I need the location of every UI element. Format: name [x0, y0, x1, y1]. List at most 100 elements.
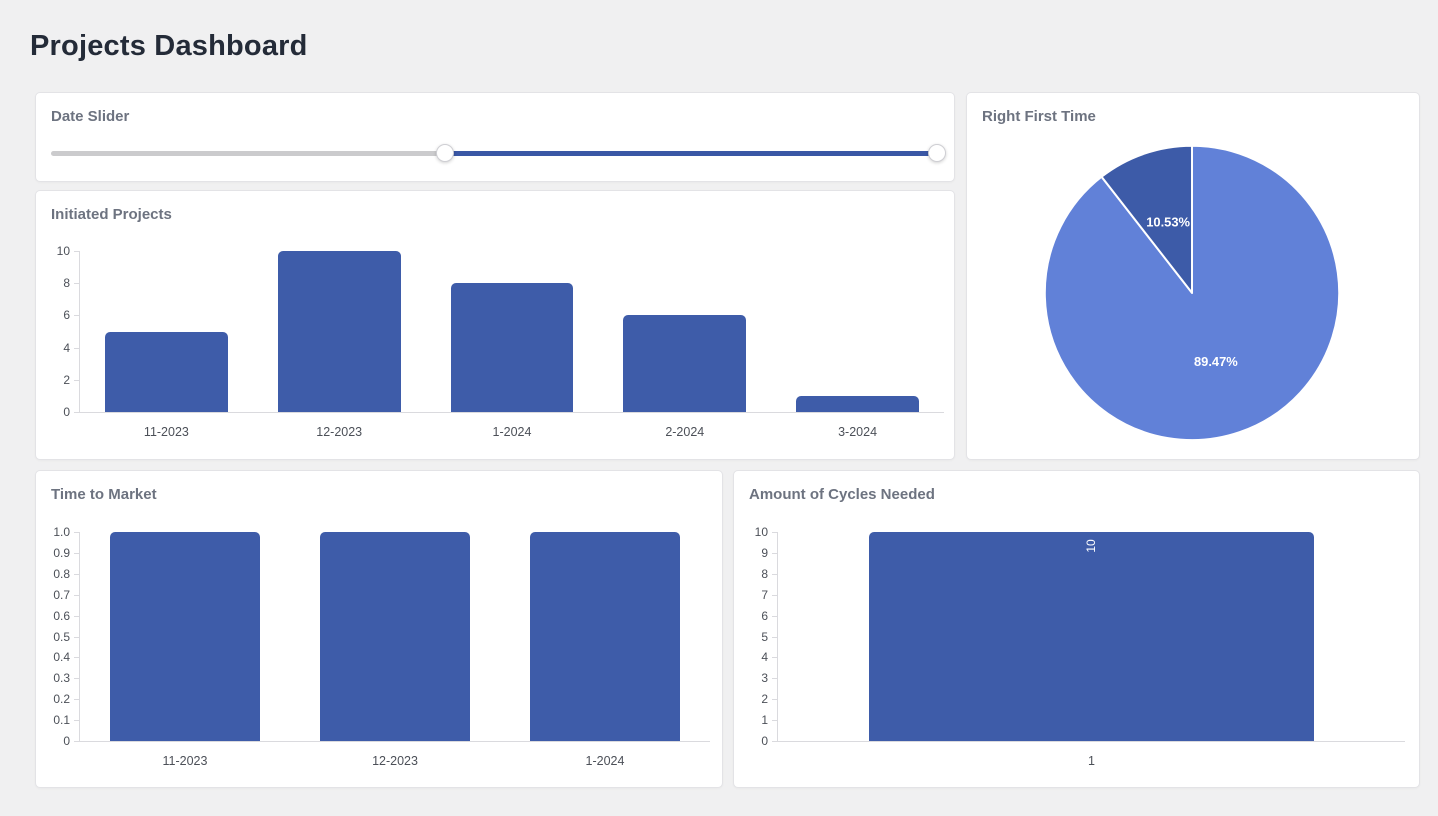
pie-slice-label: 10.53%	[1146, 215, 1190, 230]
plot-area: 0 0.1 0.2 0.3 0.4 0.5 0.6 0.7 0.8 0.9 1.0 11-2023 12…	[53, 525, 710, 768]
y-tick-label: 0.6	[53, 608, 70, 623]
y-tick-label: 0	[63, 405, 70, 419]
y-tick-label: 6	[761, 608, 768, 623]
y-tick-label: 6	[63, 308, 70, 323]
slider-handle-end[interactable]	[928, 144, 947, 162]
y-tick-mark	[74, 741, 80, 742]
x-axis-label: 1	[1088, 754, 1095, 768]
y-tick-mark	[772, 615, 778, 617]
y-tick-label: 0.9	[53, 545, 70, 560]
bar-1-2024[interactable]	[450, 283, 574, 412]
y-tick-mark	[772, 552, 778, 554]
plot-area: 0 1 2 3 4 5 6 7 8 9 10 10 1	[755, 525, 1405, 768]
date-range-slider[interactable]	[51, 144, 947, 162]
y-tick-label: 0.2	[53, 692, 70, 707]
cycles-needed-chart: 0 1 2 3 4 5 6 7 8 9 10 10 1	[734, 471, 1419, 787]
y-tick-mark	[74, 552, 80, 554]
y-tick-label: 0.1	[53, 713, 70, 728]
bar-3-2024[interactable]	[796, 395, 919, 412]
bottom-section: Time to Market 0 0.1 0.2 0.3 0.4 0.5 0.6 0.7 0.8…	[35, 470, 1420, 788]
y-tick-mark	[772, 594, 778, 596]
y-tick-mark	[74, 412, 80, 413]
initiated-projects-panel: Initiated Projects 0 2 4 6 8 10 11-2023 12-2023…	[35, 190, 955, 460]
y-tick-label: 5	[761, 629, 768, 644]
y-tick-mark	[74, 379, 80, 381]
y-tick-label: 8	[63, 276, 70, 291]
slider-selected-range[interactable]	[445, 151, 938, 156]
time-to-market-chart: 0 0.1 0.2 0.3 0.4 0.5 0.6 0.7 0.8 0.9 1.0 11-2023 12…	[36, 471, 722, 787]
y-tick-mark	[74, 315, 80, 317]
y-tick-mark	[772, 720, 778, 722]
dashboard-page: Projects Dashboard Date Slider Initiated…	[30, 26, 1420, 788]
right-first-time-title: Right First Time	[982, 108, 1096, 125]
y-tick-label: 10	[754, 525, 768, 539]
y-tick-mark	[74, 636, 80, 638]
right-first-time-panel: Right First Time 89.47% 10.53%	[966, 92, 1420, 460]
initiated-projects-title: Initiated Projects	[51, 206, 172, 223]
bar-11-2023[interactable]	[105, 331, 228, 412]
y-tick-label: 0	[63, 734, 70, 748]
y-tick-mark	[772, 532, 778, 533]
page-title: Projects Dashboard	[30, 30, 308, 62]
right-first-time-pie-chart: 89.47% 10.53%	[1043, 144, 1341, 442]
bar-11-2023[interactable]	[110, 532, 260, 741]
y-tick-mark	[74, 532, 80, 533]
x-axis-label: 12-2023	[372, 754, 418, 768]
y-tick-mark	[74, 615, 80, 617]
x-axis-label: 12-2023	[316, 425, 363, 439]
x-axis-label: 2-2024	[665, 425, 705, 439]
y-tick-mark	[74, 251, 80, 252]
slider-handle-start[interactable]	[436, 144, 455, 162]
date-slider-title: Date Slider	[51, 108, 130, 125]
y-tick-mark	[74, 678, 80, 680]
y-tick-label: 2	[761, 692, 768, 707]
pie-slice-label: 89.47%	[1194, 354, 1238, 369]
y-tick-label: 0.4	[53, 650, 70, 665]
y-tick-mark	[74, 657, 80, 659]
y-tick-mark	[772, 636, 778, 638]
y-tick-mark	[74, 720, 80, 722]
bar-value-label: 10	[1084, 539, 1099, 553]
cycles-needed-title: Amount of Cycles Needed	[749, 486, 935, 503]
bar-12-2023[interactable]	[277, 251, 401, 412]
y-tick-label: 10	[56, 244, 70, 258]
bar-12-2023[interactable]	[320, 532, 470, 741]
y-tick-mark	[74, 699, 80, 701]
left-column: Date Slider Initiated Projects 0 2 4 6 8 10 11…	[35, 92, 955, 460]
y-tick-label: 9	[761, 545, 768, 560]
y-tick-label: 4	[63, 340, 70, 355]
y-tick-mark	[74, 283, 80, 285]
y-tick-label: 2	[63, 372, 70, 387]
bar-1-2024[interactable]	[530, 532, 680, 741]
bar-1[interactable]: 10	[868, 532, 1315, 741]
y-tick-label: 1	[761, 713, 768, 728]
y-tick-label: 0.3	[53, 671, 70, 686]
initiated-projects-chart: 0 2 4 6 8 10 11-2023 12-2023 1-2024 2-2024 3-2024	[36, 191, 954, 459]
time-to-market-title: Time to Market	[51, 486, 157, 503]
bar-2-2024[interactable]	[623, 315, 747, 412]
date-slider-panel: Date Slider	[35, 92, 955, 182]
y-tick-mark	[772, 741, 778, 742]
y-tick-mark	[772, 573, 778, 575]
y-tick-label: 0	[761, 734, 768, 748]
y-tick-label: 4	[761, 650, 768, 665]
time-to-market-panel: Time to Market 0 0.1 0.2 0.3 0.4 0.5 0.6 0.7 0.8…	[35, 470, 723, 788]
y-tick-mark	[772, 678, 778, 680]
y-tick-label: 0.7	[53, 587, 70, 602]
y-tick-mark	[772, 699, 778, 701]
y-tick-mark	[74, 347, 80, 349]
y-tick-label: 0.8	[53, 566, 70, 581]
plot-area: 0 2 4 6 8 10 11-2023 12-2023 1-2024 2-2024 3-2024	[57, 244, 944, 439]
y-tick-mark	[74, 573, 80, 575]
x-axis-label: 1-2024	[585, 754, 625, 768]
x-axis-label: 3-2024	[838, 425, 878, 439]
y-tick-label: 8	[761, 566, 768, 581]
y-tick-mark	[772, 657, 778, 659]
x-axis-label: 1-2024	[492, 425, 532, 439]
y-tick-label: 7	[761, 587, 768, 602]
pie-slice-10.53%[interactable]	[1100, 144, 1193, 294]
y-tick-mark	[74, 594, 80, 596]
x-axis-label: 11-2023	[162, 754, 208, 768]
y-tick-label: 0.5	[53, 629, 70, 644]
top-section: Date Slider Initiated Projects 0 2 4 6 8 10 11…	[35, 92, 1420, 460]
